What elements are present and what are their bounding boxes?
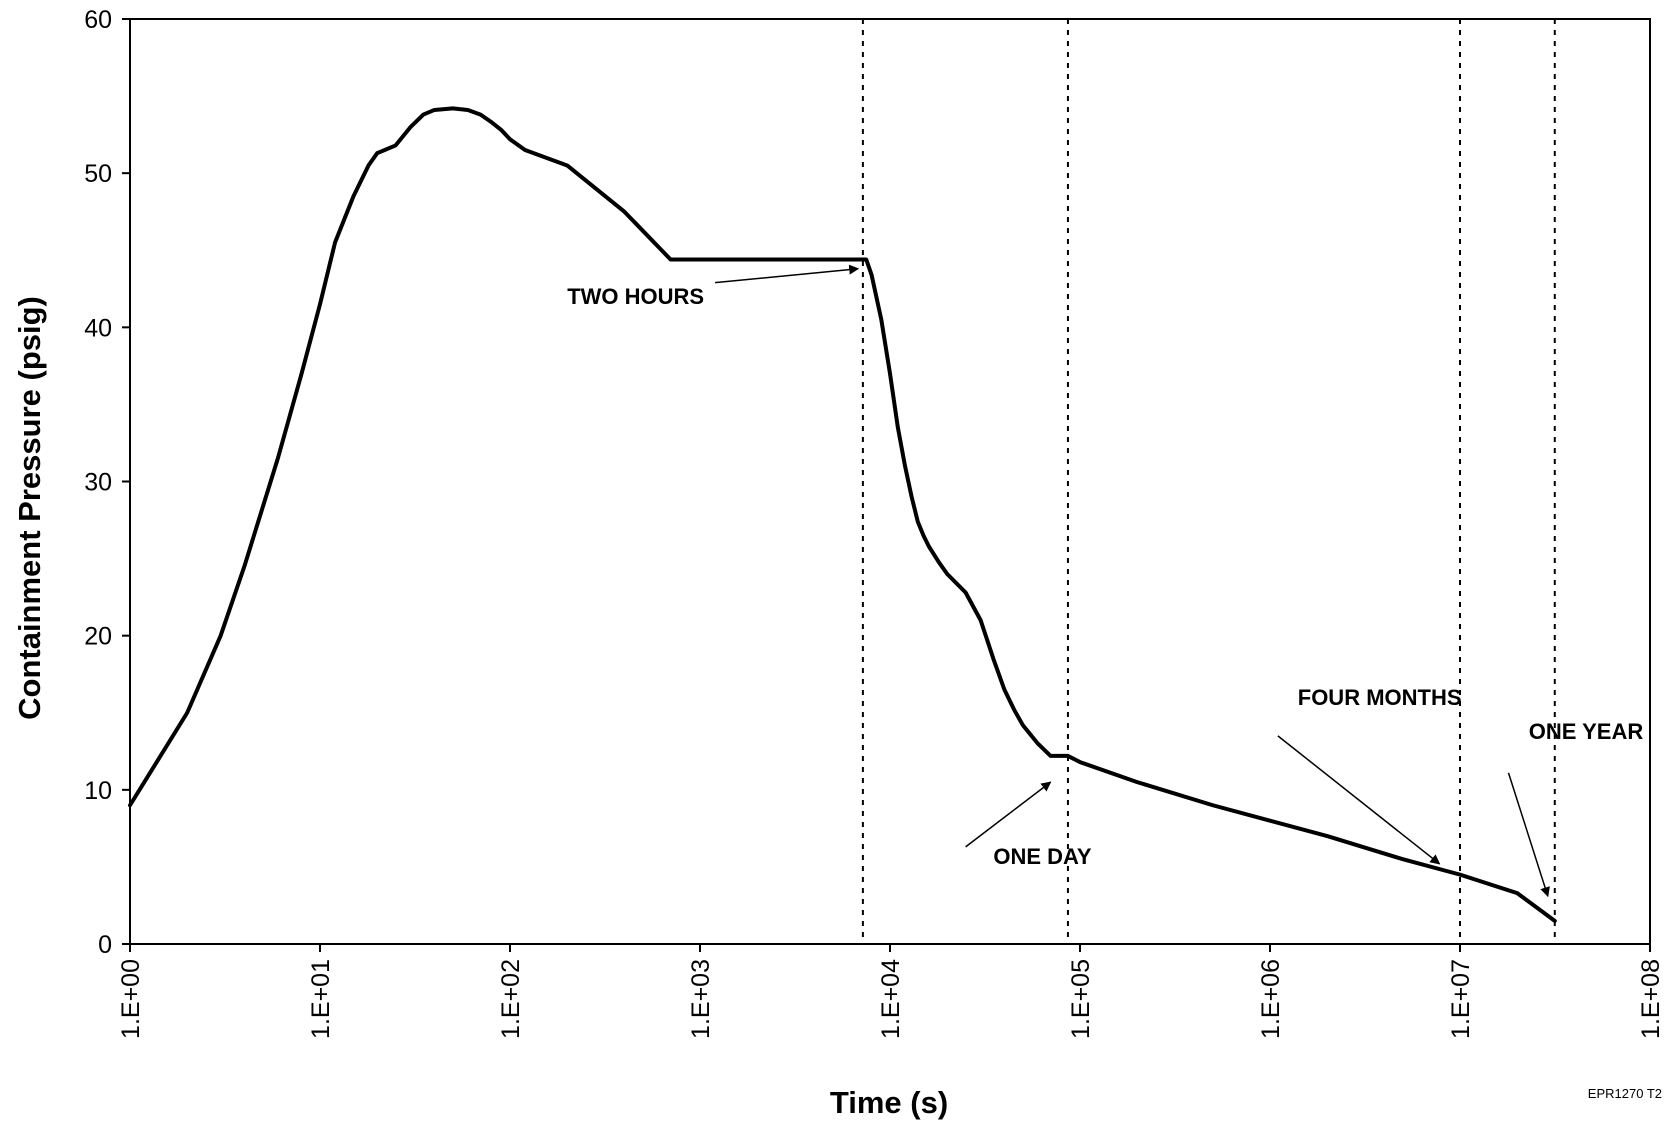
annotations: TWO HOURS ONE DAY FOUR MONTHS ONE YEAR: [567, 264, 1644, 898]
pressure-series-line: [128, 106, 1557, 923]
x-tick-label-3: 1.E+03: [687, 959, 715, 1039]
y-tick-label-6: 60: [84, 6, 112, 34]
y-tick-label-2: 20: [84, 623, 112, 651]
annotation-label-1: ONE DAY: [993, 844, 1092, 869]
x-tick-label-0: 1.E+00: [117, 959, 145, 1039]
y-tick-label-5: 50: [84, 160, 112, 188]
x-tick-label-7: 1.E+07: [1447, 959, 1475, 1039]
y-tick-label-0: 0: [98, 931, 112, 959]
reference-lines: [861, 19, 1556, 944]
y-axis-title: Containment Pressure (psig): [12, 296, 47, 720]
y-tick-label-3: 30: [84, 469, 112, 497]
x-axis-ticks: 1.E+00 1.E+01 1.E+02 1.E+03 1.E+04 1.E+05 1.E+…: [117, 944, 1665, 1039]
annotation-arrow-1: [965, 781, 1052, 848]
x-tick-label-5: 1.E+05: [1067, 959, 1095, 1039]
annotation-label-2: FOUR MONTHS: [1298, 685, 1462, 710]
x-tick-label-2: 1.E+02: [497, 959, 525, 1039]
annotation-label-0: TWO HOURS: [567, 284, 704, 309]
x-tick-label-4: 1.E+04: [877, 959, 905, 1039]
x-tick-label-8: 1.E+08: [1637, 959, 1665, 1039]
annotation-arrow-3: [1507, 772, 1550, 898]
annotation-arrow-2: [1277, 735, 1441, 865]
plot-area-frame: [129, 18, 1651, 945]
x-tick-label-6: 1.E+06: [1257, 959, 1285, 1039]
x-axis-title: Time (s): [830, 1085, 948, 1120]
x-tick-label-1: 1.E+01: [307, 959, 335, 1039]
y-tick-label-1: 10: [84, 777, 112, 805]
y-tick-label-4: 40: [84, 314, 112, 342]
annotation-label-3: ONE YEAR: [1529, 719, 1644, 744]
figure-id-label: EPR1270 T2: [1588, 1086, 1662, 1101]
y-axis-ticks: 0 10 20 30 40 50 60: [84, 6, 130, 959]
annotation-arrow-0: [714, 264, 860, 284]
